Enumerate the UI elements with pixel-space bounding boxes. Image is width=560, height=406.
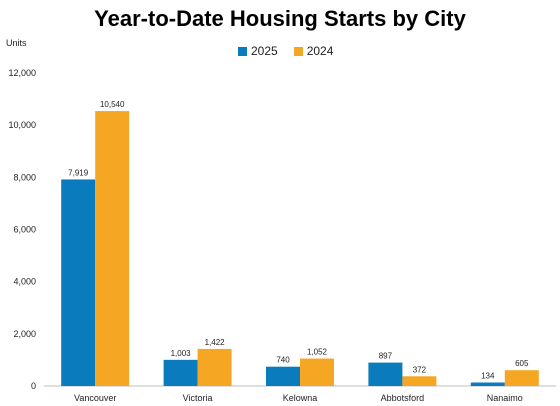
legend-item-2025: 2025 <box>238 44 278 58</box>
y-tick-label: 12,000 <box>8 68 36 78</box>
x-tick-label-kelowna: Kelowna <box>283 393 318 403</box>
bar-2025-kelowna <box>266 366 300 386</box>
data-label-2024-vancouver: 10,540 <box>100 100 125 109</box>
data-label-2025-nanaimo: 134 <box>481 372 495 381</box>
legend-item-2024: 2024 <box>293 44 334 58</box>
y-tick-label: 0 <box>31 381 36 391</box>
data-label-2024-nanaimo: 605 <box>515 359 529 368</box>
x-tick-label-nanaimo: Nanaimo <box>487 393 523 403</box>
y-tick-label: 10,000 <box>8 120 36 130</box>
bar-2024-kelowna <box>300 358 334 386</box>
data-label-2024-kelowna: 1,052 <box>307 348 328 357</box>
legend-swatch-2024 <box>293 46 303 56</box>
bar-2025-nanaimo <box>470 382 505 386</box>
data-label-2025-kelowna: 740 <box>276 356 290 365</box>
bar-2025-abbotsford <box>368 362 403 386</box>
data-label-2025-abbotsford: 897 <box>379 352 393 361</box>
legend-swatch-2025 <box>238 46 247 56</box>
x-tick-label-abbotsford: Abbotsford <box>381 393 425 403</box>
y-tick-label: 6,000 <box>13 225 36 235</box>
legend-label-2025: 2025 <box>251 44 278 58</box>
bar-2024-abbotsford <box>402 376 437 386</box>
bar-2025-victoria <box>163 359 198 386</box>
y-tick-label: 2,000 <box>13 329 36 339</box>
chart-title: Year-to-Date Housing Starts by City <box>94 6 466 31</box>
legend-label-2024: 2024 <box>306 44 334 58</box>
bar-2024-nanaimo <box>504 370 539 386</box>
y-tick-label: 4,000 <box>13 277 36 287</box>
legend: 2025 2024 <box>238 44 333 58</box>
y-axis-label: Units <box>6 38 27 48</box>
data-label-2025-vancouver: 7,919 <box>68 168 89 177</box>
bar-2024-victoria <box>197 348 232 386</box>
data-label-2025-victoria: 1,003 <box>171 349 192 358</box>
bar-2025-vancouver <box>61 179 96 386</box>
data-label-2024-abbotsford: 372 <box>413 365 427 374</box>
x-tick-label-victoria: Victoria <box>183 393 213 403</box>
bar-2024-vancouver <box>95 111 130 386</box>
data-label-2024-victoria: 1,422 <box>205 338 226 347</box>
x-tick-label-vancouver: Vancouver <box>74 393 116 403</box>
y-tick-label: 8,000 <box>13 172 36 182</box>
